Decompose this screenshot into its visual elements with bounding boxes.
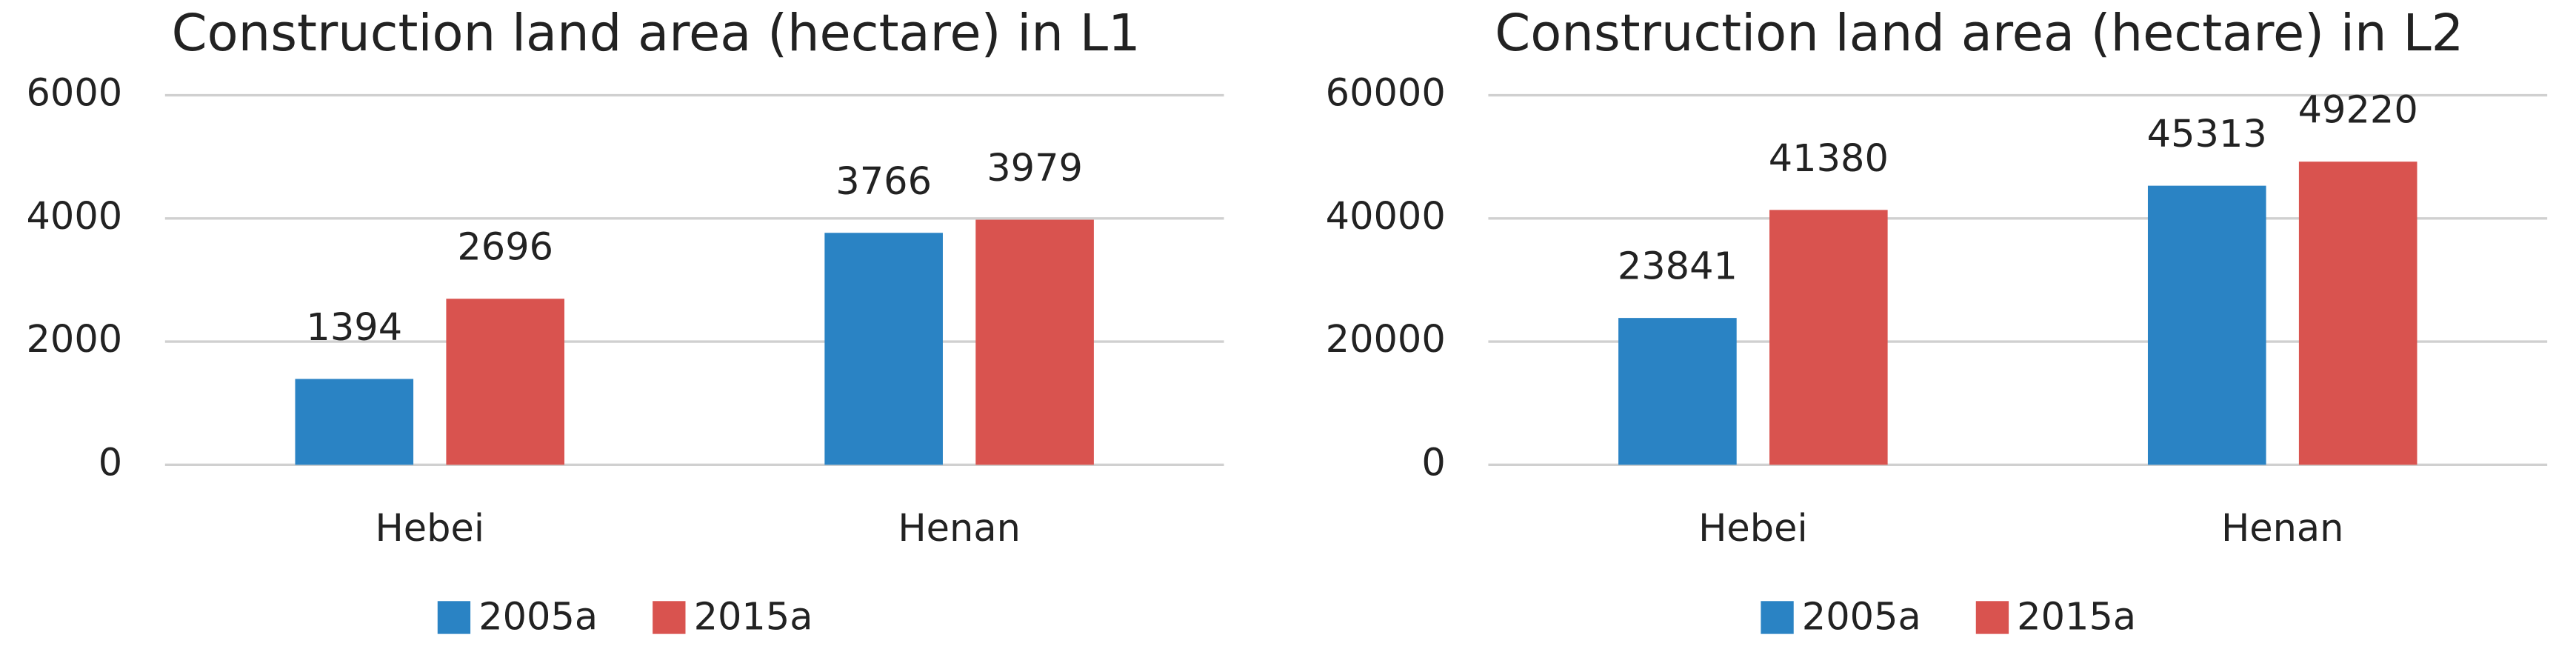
legend-swatch [437,601,471,634]
bar [295,379,414,465]
y-tick-label: 4000 [26,195,122,239]
bar [2147,185,2266,465]
x-tick-label: Henan [2221,507,2344,550]
x-tick-label: Hebei [375,507,484,550]
bar [2298,162,2417,465]
data-label: 1394 [306,306,402,350]
y-tick-label: 60000 [1326,72,1446,116]
bar [1769,210,1888,465]
y-tick-label: 40000 [1326,195,1446,239]
bar [975,219,1094,465]
data-label: 49220 [2298,89,2418,133]
data-label: 41380 [1769,137,1889,181]
legend-label: 2015a [2017,596,2136,639]
legend-label: 2005a [1802,596,1921,639]
legend-swatch [653,601,686,634]
bar [1618,318,1737,465]
data-label: 23841 [1618,245,1738,289]
y-tick-label: 6000 [26,72,122,116]
x-tick-label: Henan [898,507,1021,550]
legend-swatch [1975,601,2009,634]
y-tick-label: 0 [1421,441,1445,485]
y-tick-label: 20000 [1326,318,1446,362]
data-label: 45313 [2147,113,2267,156]
y-tick-label: 2000 [26,318,122,362]
y-tick-label: 0 [99,441,122,485]
data-label: 3766 [835,160,932,204]
bar [446,299,565,465]
data-label: 3979 [987,147,1083,190]
chart-title: Construction land area (hectare) in L2 [1495,4,2463,63]
chart-title: Construction land area (hectare) in L1 [172,4,1141,63]
bar [824,233,943,465]
legend-swatch [1761,601,1794,634]
legend-label: 2005a [478,596,598,639]
data-label: 2696 [457,226,553,270]
x-tick-label: Hebei [1698,507,1808,550]
legend-label: 2015a [694,596,813,639]
